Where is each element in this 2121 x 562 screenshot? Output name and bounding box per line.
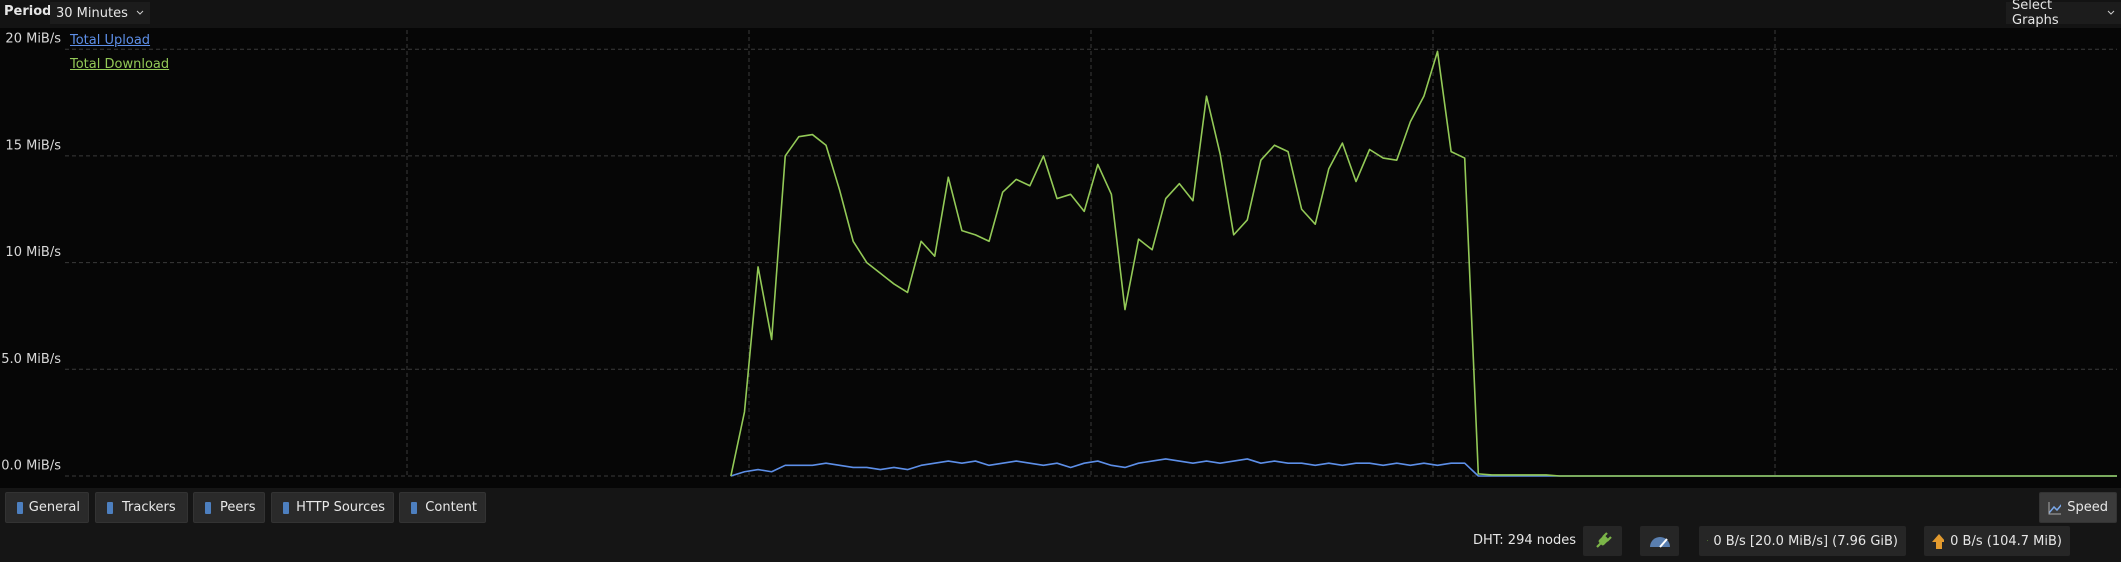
tab-button[interactable]: Trackers xyxy=(95,492,188,523)
y-tick-label: 5.0 MiB/s xyxy=(1,352,61,367)
tab-label: Trackers xyxy=(122,500,176,515)
download-status[interactable]: 0 B/s [20.0 MiB/s] (7.96 GiB) xyxy=(1699,526,1906,556)
dropdown-arrow xyxy=(2107,10,2115,15)
tab-label: HTTP Sources xyxy=(296,500,385,515)
plug-icon xyxy=(1595,532,1612,548)
time-grid xyxy=(406,30,1776,476)
tab-icon xyxy=(205,501,211,514)
y-tick-label: 20 MiB/s xyxy=(5,32,61,47)
tab-button[interactable]: Peers xyxy=(193,492,265,523)
tab-button[interactable]: HTTP Sources xyxy=(271,492,394,523)
tab-label: Peers xyxy=(220,500,256,515)
upload-icon xyxy=(1932,534,1945,549)
upload-speed: 0 B/s (104.7 MiB) xyxy=(1950,533,2062,549)
speed-chart: 0.0 MiB/s 5.0 MiB/s 10 MiB/s 15 MiB/s 20 MiB… xyxy=(0,0,2121,490)
tab-icon xyxy=(283,501,289,514)
legend-entry[interactable]: Total Upload xyxy=(70,33,151,48)
y-tick-label: 0.0 MiB/s xyxy=(1,459,61,474)
y-tick-label: 15 MiB/s xyxy=(5,138,61,153)
tab-icon xyxy=(17,501,23,514)
select-graphs-label: Select Graphs xyxy=(2012,0,2059,28)
download-speed: 0 B/s [20.0 MiB/s] (7.96 GiB) xyxy=(1713,533,1898,549)
tab-button[interactable]: General xyxy=(5,492,89,523)
legend-entry[interactable]: Total Download xyxy=(70,57,170,72)
speed-icon xyxy=(2048,501,2062,514)
toolbar xyxy=(0,0,2121,28)
select-graphs-dropdown[interactable]: Select Graphs xyxy=(2006,0,2121,28)
gauge-icon xyxy=(1650,537,1670,548)
tab-button[interactable]: Content xyxy=(399,492,486,523)
period-dropdown[interactable]: 30 Minutes xyxy=(50,2,150,24)
speed-tab[interactable]: Speed xyxy=(2039,492,2117,523)
dht-status: DHT: 294 nodes xyxy=(1473,533,1576,548)
tab-icon xyxy=(411,501,417,514)
tab-label: General xyxy=(28,500,80,515)
y-tick-label: 10 MiB/s xyxy=(5,245,61,260)
dropdown-arrow xyxy=(136,10,144,15)
period-value: 30 Minutes xyxy=(56,5,128,21)
speed-tab-label: Speed xyxy=(2067,500,2108,515)
period-label: Period: xyxy=(4,4,57,19)
upload-status[interactable]: 0 B/s (104.7 MiB) xyxy=(1924,526,2070,556)
speed-limit-toggle[interactable] xyxy=(1640,526,1679,556)
tab-label: Content xyxy=(425,500,477,515)
tab-icon xyxy=(107,501,113,514)
series-line xyxy=(730,50,2117,477)
plot-background xyxy=(0,0,2121,490)
connection-status[interactable] xyxy=(1583,526,1622,556)
